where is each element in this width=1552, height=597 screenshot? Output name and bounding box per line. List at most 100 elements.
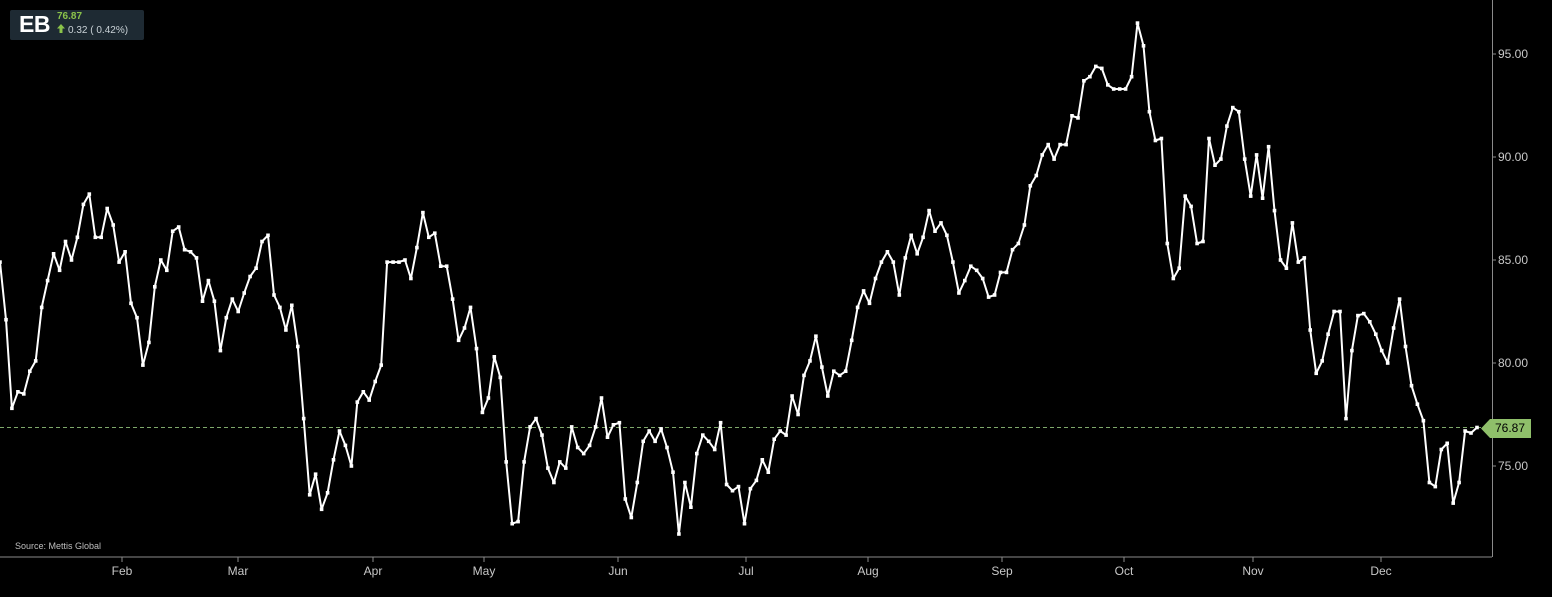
data-point xyxy=(498,375,503,380)
data-point xyxy=(879,260,884,264)
data-point xyxy=(1308,328,1312,332)
data-point xyxy=(45,278,50,283)
data-point xyxy=(1409,383,1414,388)
data-point xyxy=(617,420,622,425)
data-point xyxy=(153,285,157,289)
data-point xyxy=(712,447,717,452)
x-tick-label: Oct xyxy=(1115,564,1134,578)
price-change-text: 0.32 ( 0.42%) xyxy=(68,25,129,36)
data-point xyxy=(427,235,431,240)
data-point xyxy=(266,233,270,238)
data-point xyxy=(63,239,68,244)
data-point xyxy=(170,229,175,233)
data-point xyxy=(343,443,348,448)
data-point xyxy=(587,443,592,448)
data-point xyxy=(307,493,312,497)
data-point xyxy=(706,439,711,444)
data-point xyxy=(552,480,556,485)
data-point xyxy=(16,390,20,394)
data-point xyxy=(522,460,526,464)
data-point xyxy=(367,398,371,402)
data-point xyxy=(1362,311,1366,316)
data-point xyxy=(87,192,92,196)
data-point xyxy=(969,264,973,268)
data-point xyxy=(1391,326,1396,330)
data-point xyxy=(659,427,663,431)
data-point xyxy=(1254,153,1259,157)
data-point xyxy=(194,256,199,260)
data-point xyxy=(855,305,860,310)
data-point xyxy=(331,458,336,462)
data-point xyxy=(974,268,979,273)
data-point xyxy=(778,429,782,433)
data-point xyxy=(296,344,300,349)
data-point xyxy=(1034,173,1039,178)
data-point xyxy=(849,338,854,343)
data-point xyxy=(1052,157,1056,161)
data-point xyxy=(242,291,246,295)
data-point xyxy=(0,260,2,264)
data-point xyxy=(1231,105,1235,110)
data-point xyxy=(462,326,467,330)
data-point xyxy=(438,264,443,268)
data-point xyxy=(1201,239,1205,244)
x-tick-label: Dec xyxy=(1370,564,1391,578)
y-tick-label: 95.00 xyxy=(1498,47,1528,61)
x-tick-label: Mar xyxy=(228,564,249,578)
data-point xyxy=(730,488,735,493)
data-point xyxy=(486,396,491,400)
data-point xyxy=(188,250,193,254)
data-point xyxy=(611,423,616,427)
data-point xyxy=(355,400,360,404)
source-note: Source: Mettis Global xyxy=(15,541,102,551)
data-point xyxy=(1058,142,1062,147)
data-point xyxy=(1397,297,1402,301)
data-point xyxy=(373,379,377,384)
data-point xyxy=(165,268,169,273)
data-point xyxy=(1213,163,1217,167)
data-point xyxy=(1171,276,1176,281)
data-point xyxy=(301,416,306,421)
data-point xyxy=(802,373,806,378)
data-point xyxy=(1379,348,1384,353)
data-point xyxy=(337,429,342,433)
data-point xyxy=(99,235,103,240)
data-point xyxy=(957,291,961,295)
data-point xyxy=(403,258,407,262)
data-point xyxy=(433,231,437,235)
data-point xyxy=(1242,157,1247,161)
data-point xyxy=(564,466,568,470)
data-point xyxy=(1100,66,1104,71)
data-point xyxy=(10,406,14,411)
data-point xyxy=(754,478,759,483)
data-point xyxy=(1314,371,1318,376)
data-point xyxy=(933,229,937,233)
data-point xyxy=(248,274,252,279)
data-point xyxy=(945,233,949,238)
data-point xyxy=(1403,344,1408,349)
data-point xyxy=(510,521,514,526)
data-point xyxy=(1433,484,1438,489)
data-point xyxy=(1290,221,1295,225)
data-point xyxy=(468,305,473,310)
data-point xyxy=(492,355,497,359)
data-point xyxy=(105,206,109,211)
data-point xyxy=(218,348,223,353)
data-point xyxy=(593,425,598,429)
x-tick-label: May xyxy=(473,564,496,578)
data-point xyxy=(176,225,181,229)
data-point xyxy=(1356,313,1360,318)
data-point xyxy=(992,293,997,297)
data-point xyxy=(1064,142,1068,147)
data-point xyxy=(415,245,419,250)
data-point xyxy=(1141,44,1146,48)
x-tick-label: Aug xyxy=(857,564,878,578)
data-point xyxy=(1177,266,1181,270)
data-point xyxy=(784,433,788,437)
data-point xyxy=(28,369,32,373)
data-point xyxy=(129,301,133,306)
data-point xyxy=(605,435,610,439)
data-point xyxy=(456,338,461,343)
data-point xyxy=(409,276,413,281)
data-point xyxy=(361,390,366,394)
